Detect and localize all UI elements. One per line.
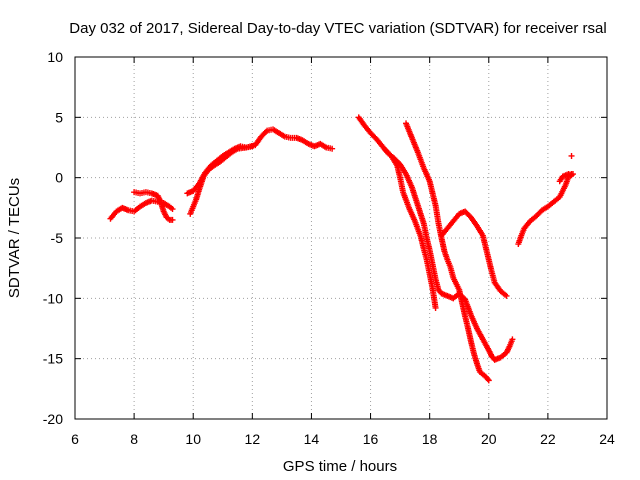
x-tick-labels: 6 8 10 12 14 16 18 20 22 24 xyxy=(71,431,615,447)
grid xyxy=(75,57,607,419)
x-tick-label: 8 xyxy=(130,431,138,447)
y-tick-label: 5 xyxy=(55,109,63,125)
y-tick-label: -5 xyxy=(51,230,64,246)
data-point xyxy=(169,216,176,223)
x-axis-title: GPS time / hours xyxy=(283,458,397,475)
y-tick-labels: -20 -15 -10 -5 0 5 10 xyxy=(43,49,63,427)
x-tick-label: 6 xyxy=(71,431,79,447)
x-tick-label: 22 xyxy=(540,431,556,447)
x-tick-label: 24 xyxy=(599,431,615,447)
data-point xyxy=(484,376,491,383)
data-point xyxy=(432,304,439,311)
x-tick-label: 10 xyxy=(185,431,201,447)
x-tick-label: 18 xyxy=(422,431,438,447)
data-point xyxy=(169,206,176,213)
data-point xyxy=(262,128,269,135)
data-point xyxy=(485,377,492,384)
y-axis-title: SDTVAR / TECUs xyxy=(6,178,23,298)
x-tick-label: 12 xyxy=(245,431,261,447)
data-point xyxy=(329,145,336,152)
x-tick-label: 16 xyxy=(363,431,379,447)
x-tick-label: 14 xyxy=(304,431,320,447)
data-points xyxy=(107,114,577,384)
chart-title: Day 032 of 2017, Sidereal Day-to-day VTE… xyxy=(69,20,606,37)
data-point xyxy=(503,292,510,299)
x-tick-label: 20 xyxy=(481,431,497,447)
y-tick-label: -15 xyxy=(43,351,63,367)
y-tick-label: -20 xyxy=(43,411,63,427)
y-tick-label: -10 xyxy=(43,290,63,306)
data-point xyxy=(509,336,516,343)
data-point xyxy=(568,152,575,159)
data-point xyxy=(570,171,577,178)
axis-ticks xyxy=(74,56,608,420)
y-tick-label: 0 xyxy=(55,170,63,186)
y-tick-label: 10 xyxy=(47,49,63,65)
